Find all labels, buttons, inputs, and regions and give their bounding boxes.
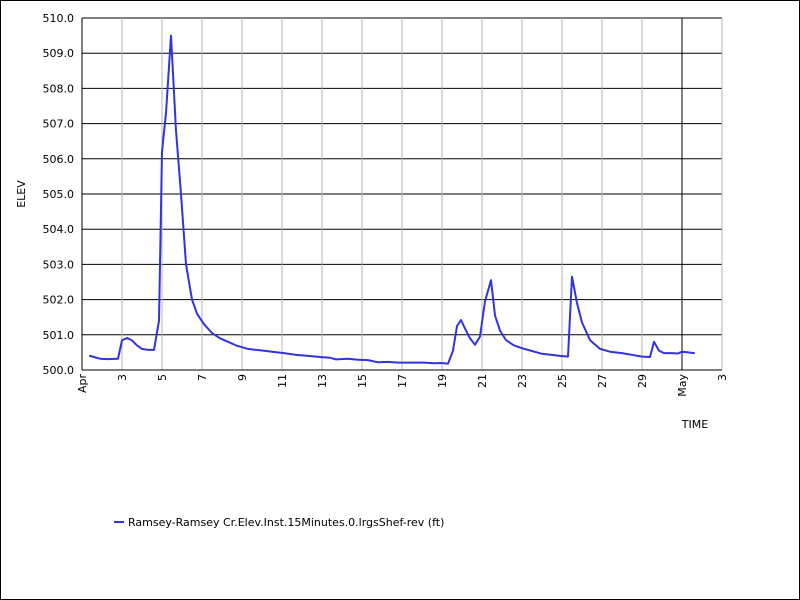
grid-lines bbox=[82, 17, 723, 370]
y-axis-title: ELEV bbox=[15, 180, 28, 208]
x-tick-label: 21 bbox=[476, 374, 489, 388]
x-tick-label: 7 bbox=[196, 374, 209, 381]
x-tick-label: 27 bbox=[596, 374, 609, 388]
x-tick-label: 11 bbox=[276, 374, 289, 388]
x-tick-label: Apr bbox=[76, 374, 89, 394]
y-tick-label: 505.0 bbox=[43, 188, 75, 201]
x-tick-label: 19 bbox=[436, 374, 449, 388]
x-tick-label: 25 bbox=[556, 374, 569, 388]
x-axis-title: TIME bbox=[681, 418, 708, 431]
x-tick-label: 3 bbox=[716, 374, 729, 381]
axes bbox=[81, 18, 722, 371]
x-tick-label: 23 bbox=[516, 374, 529, 388]
y-tick-label: 504.0 bbox=[43, 223, 75, 236]
y-tick-label: 501.0 bbox=[43, 329, 75, 342]
series-line-0 bbox=[89, 34, 695, 365]
y-tick-label: 510.0 bbox=[43, 12, 75, 25]
legend-swatch bbox=[114, 521, 124, 523]
x-tick-label: 5 bbox=[156, 374, 169, 381]
x-tick-label: 17 bbox=[396, 374, 409, 388]
y-tick-label: 502.0 bbox=[43, 294, 75, 307]
y-tick-label: 507.0 bbox=[43, 118, 75, 131]
y-tick-labels: 500.0 501.0 502.0 503.0 504.0 505.0 506.0 507.0… bbox=[43, 12, 75, 377]
x-tick-label: 15 bbox=[356, 374, 369, 388]
legend: Ramsey-Ramsey Cr.Elev.Inst.15Minutes.0.l… bbox=[114, 512, 444, 532]
y-tick-label: 508.0 bbox=[43, 82, 75, 95]
y-tick-label: 503.0 bbox=[43, 258, 75, 271]
y-tick-label: 509.0 bbox=[43, 47, 75, 60]
x-tick-labels: Apr 3 5 7 9 11 13 15 17 19 21 23 25 27 29 May 3 bbox=[76, 374, 729, 397]
x-tick-label: 3 bbox=[116, 374, 129, 381]
series-layer bbox=[89, 34, 695, 365]
legend-label: Ramsey-Ramsey Cr.Elev.Inst.15Minutes.0.l… bbox=[128, 515, 445, 529]
y-tick-label: 500.0 bbox=[43, 364, 75, 377]
x-tick-label: 13 bbox=[316, 374, 329, 388]
x-tick-label: May bbox=[676, 374, 689, 397]
x-tick-label: 29 bbox=[636, 374, 649, 388]
x-tick-label: 9 bbox=[236, 374, 249, 381]
y-tick-label: 506.0 bbox=[43, 153, 75, 166]
